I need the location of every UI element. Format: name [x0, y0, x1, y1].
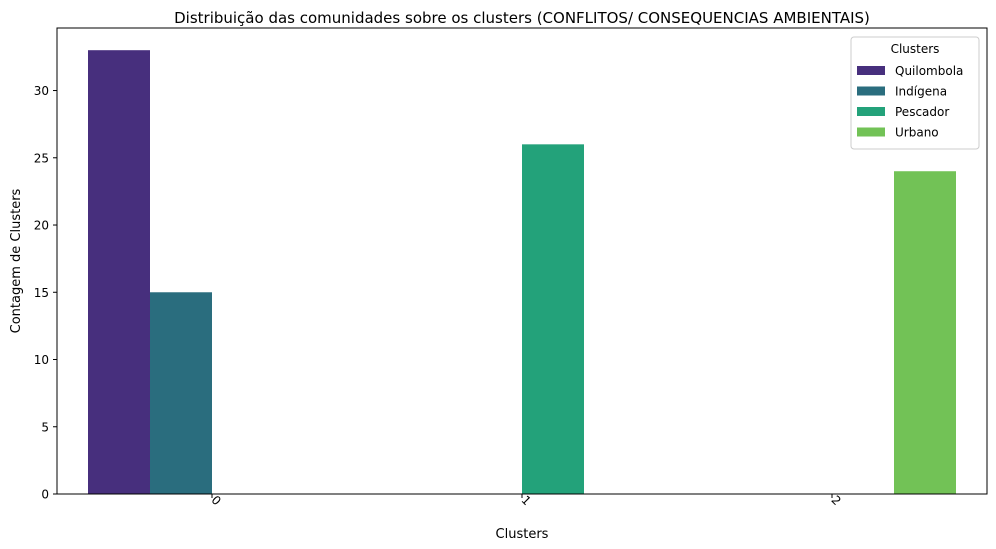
x-tick-label: 1 [518, 493, 533, 508]
legend-frame [850, 36, 980, 150]
y-tick-label: 10 [34, 353, 49, 367]
y-axis-label: Contagem de Clusters [9, 188, 24, 333]
y-tick-label: 15 [34, 286, 49, 300]
bar [522, 144, 584, 494]
bar [88, 50, 150, 494]
y-tick-label: 25 [34, 151, 49, 165]
legend-swatch [857, 107, 885, 116]
legend-swatch [857, 127, 885, 137]
chart-title: Distribuição das comunidades sobre os cl… [174, 9, 870, 27]
plot-area: 0 5 10 15 20 25 30 0 1 2 [34, 50, 956, 508]
legend-label: Quilombola [895, 64, 963, 78]
x-tick-label: 0 [208, 493, 223, 508]
x-axis-label: Clusters [496, 527, 549, 542]
x-tick-label: 2 [828, 493, 843, 508]
legend-swatch [857, 66, 885, 75]
y-tick-label: 20 [34, 219, 49, 233]
y-tick-label: 0 [41, 488, 49, 502]
bar [150, 292, 212, 494]
plot-frame [56, 27, 988, 495]
legend-title: Clusters [891, 42, 940, 56]
legend: Clusters Quilombola Indígena Pescador Urbano [850, 36, 980, 150]
bar [894, 171, 956, 495]
y-tick-label: 5 [41, 420, 49, 434]
legend-label: Pescador [895, 105, 949, 119]
legend-swatch [857, 86, 885, 96]
legend-label: Indígena [895, 85, 947, 99]
legend-label: Urbano [895, 126, 939, 140]
y-tick-label: 30 [34, 84, 49, 98]
